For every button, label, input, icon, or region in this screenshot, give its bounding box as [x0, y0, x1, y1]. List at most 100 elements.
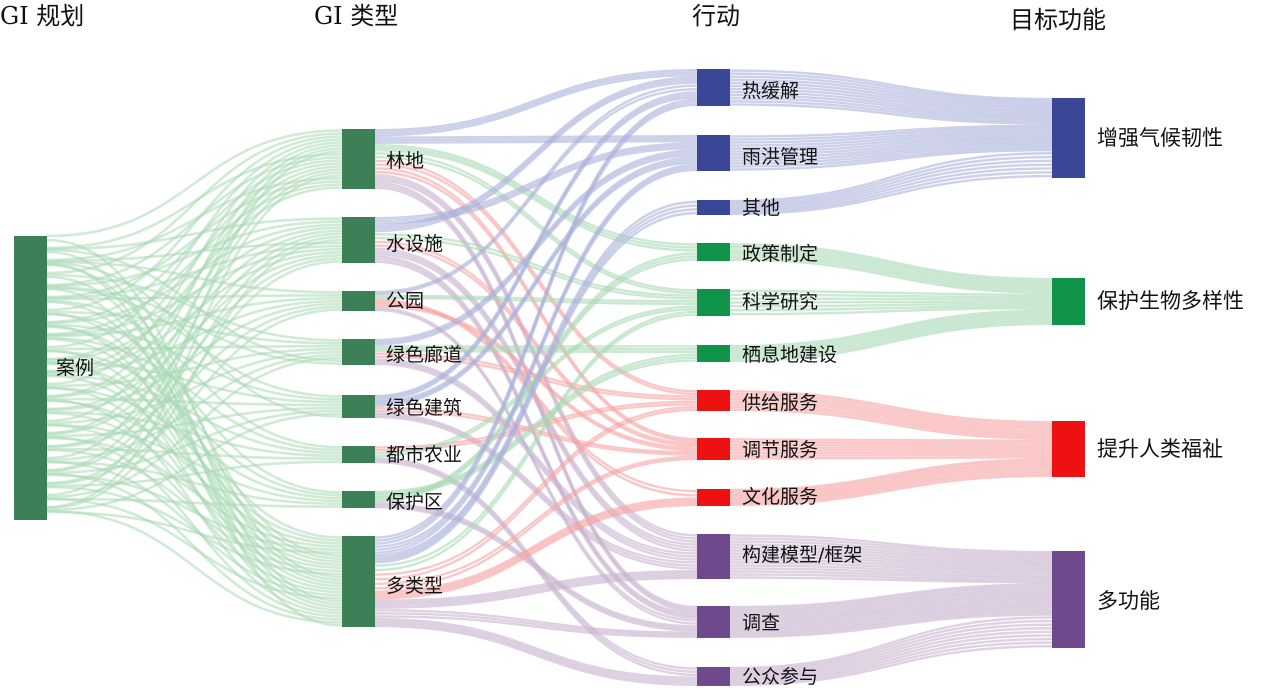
link-case-park — [46, 302, 343, 412]
link-survey-multifunction — [729, 587, 1053, 613]
link-case-water — [46, 250, 343, 374]
link-survey-multifunction — [729, 611, 1053, 636]
link-heat-resilience — [729, 84, 1053, 112]
link-park-heat — [374, 88, 698, 296]
link-policy-biodiversity — [729, 250, 1053, 288]
link-survey-multifunction — [729, 600, 1053, 626]
link-case-forest — [46, 132, 343, 275]
link-multi-regulate — [374, 457, 698, 590]
link-science-biodiversity — [729, 297, 1053, 301]
link-culture-wellbeing — [729, 465, 1053, 498]
node-public — [697, 667, 730, 686]
link-model-multifunction — [729, 540, 1053, 558]
link-reserve-survey — [374, 505, 698, 632]
link-case-water — [46, 254, 343, 411]
link-case-building — [46, 323, 343, 401]
link-other-resilience — [729, 174, 1053, 216]
column-title-action: 行动 — [692, 2, 740, 30]
link-storm-resilience — [729, 140, 1053, 159]
link-forest-policy — [374, 149, 698, 252]
label-protected-area: 保护区 — [386, 491, 443, 513]
node-culture — [697, 489, 730, 506]
link-heat-resilience — [729, 81, 1053, 110]
label-green-corridor: 绿色廊道 — [386, 344, 462, 366]
node-policy — [697, 243, 730, 261]
link-storm-resilience — [729, 137, 1053, 156]
link-multi-storm — [374, 168, 698, 554]
link-survey-multifunction — [729, 593, 1053, 619]
link-multi-regulate — [374, 455, 698, 585]
nodes-layer — [14, 69, 1085, 686]
link-building-regulate — [374, 406, 698, 454]
link-science-biodiversity — [729, 307, 1053, 316]
link-public-multifunction — [729, 619, 1053, 672]
link-heat-resilience — [729, 78, 1053, 107]
link-culture-wellbeing — [729, 472, 1053, 505]
link-storm-resilience — [729, 142, 1053, 162]
link-park-heat — [374, 84, 698, 294]
link-policy-biodiversity — [729, 248, 1053, 285]
link-case-reserve — [46, 423, 343, 503]
link-culture-wellbeing — [729, 474, 1053, 507]
link-model-multifunction — [729, 534, 1053, 554]
link-culture-wellbeing — [729, 458, 1053, 492]
link-science-biodiversity — [729, 302, 1053, 308]
node-model — [697, 534, 730, 579]
link-case-multi — [46, 361, 343, 612]
link-public-multifunction — [729, 637, 1053, 682]
link-forest-policy — [374, 146, 698, 249]
link-multi-culture — [374, 501, 698, 598]
link-survey-multifunction — [729, 583, 1053, 609]
link-multi-other — [374, 200, 698, 557]
link-water-science — [374, 236, 698, 300]
link-regulate-wellbeing — [729, 440, 1053, 445]
link-habitat-biodiversity — [729, 315, 1053, 355]
link-multi-survey — [374, 615, 698, 639]
link-multi-supply — [374, 405, 698, 576]
link-other-resilience — [729, 163, 1053, 209]
link-survey-multifunction — [729, 604, 1053, 630]
node-supply — [697, 390, 730, 411]
link-culture-wellbeing — [729, 469, 1053, 502]
link-case-multi — [46, 250, 343, 603]
link-model-multifunction — [729, 537, 1053, 556]
column-title-gi-type: GI 类型 — [314, 2, 398, 30]
link-multi-public — [374, 620, 698, 682]
node-multi — [342, 536, 375, 627]
link-public-multifunction — [729, 630, 1053, 678]
link-storm-resilience — [729, 144, 1053, 165]
link-case-agri — [46, 299, 343, 449]
link-multi-public — [374, 622, 698, 684]
link-case-water — [46, 226, 343, 362]
link-storm-resilience — [729, 131, 1053, 147]
link-forest-heat — [374, 73, 698, 137]
link-science-biodiversity — [729, 304, 1053, 312]
link-case-reserve — [46, 349, 343, 497]
link-model-multifunction — [729, 543, 1053, 560]
link-storm-resilience — [729, 124, 1053, 138]
link-multi-other — [374, 211, 698, 564]
label-forest: 林地 — [386, 150, 424, 172]
label-provisioning-services: 供给服务 — [742, 392, 818, 414]
link-multi-model — [374, 574, 698, 607]
link-multi-other — [374, 208, 698, 562]
link-supply-wellbeing — [729, 405, 1053, 438]
link-heat-resilience — [729, 90, 1053, 116]
link-model-multifunction — [729, 552, 1053, 567]
link-other-resilience — [729, 171, 1053, 213]
link-model-multifunction — [729, 573, 1053, 582]
link-public-multifunction — [729, 627, 1053, 676]
label-cultural-services: 文化服务 — [742, 486, 818, 508]
label-park: 公园 — [386, 290, 424, 312]
link-reserve-policy — [374, 252, 698, 499]
link-policy-biodiversity — [729, 255, 1053, 292]
label-multi-type: 多类型 — [386, 575, 443, 597]
link-survey-multifunction — [729, 606, 1053, 632]
link-model-multifunction — [729, 561, 1053, 573]
link-case-multi — [46, 472, 343, 621]
label-public-participation: 公众参与 — [742, 666, 818, 688]
link-heat-resilience — [729, 75, 1053, 105]
link-model-multifunction — [729, 549, 1053, 565]
link-supply-wellbeing — [729, 390, 1053, 424]
label-biodiversity: 保护生物多样性 — [1097, 289, 1244, 313]
